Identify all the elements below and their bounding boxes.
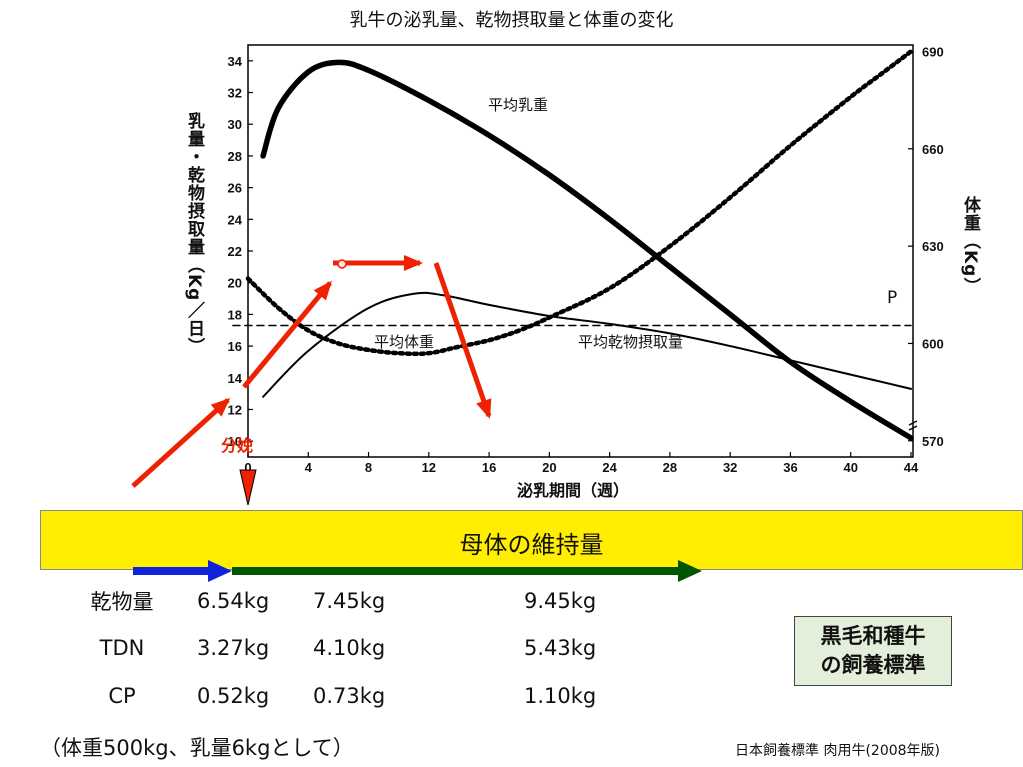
standard-note-box: 黒毛和種牛 の飼養標準 [794,616,952,686]
cell-tdn-1: 3.27kg [197,636,270,660]
blue-arrow-head [208,560,232,582]
maintenance-band [40,510,1023,570]
y-left-tick-label: 16 [228,339,242,354]
y-axis-right-label: 体重（Kg） [960,196,980,296]
cell-dm-1: 6.54kg [197,589,270,613]
source-citation: 日本飼養標準 肉用牛(2008年版) [735,743,941,759]
y-right-tick-label: 630 [922,239,944,254]
x-tick-label: 28 [663,460,677,475]
row-label-dm: 乾物量 [90,590,154,614]
note-line-1: 黒毛和種牛 [820,624,926,648]
x-tick-label: 24 [602,460,617,475]
series-label-p: P [887,288,898,308]
x-tick-label: 44 [904,460,919,475]
green-arrow-head [678,560,702,582]
y-left-tick-label: 10 [228,434,242,449]
x-tick-label: 16 [482,460,496,475]
y-left-tick-label: 26 [228,181,242,196]
x-tick-label: 20 [542,460,556,475]
y-left-tick-label: 30 [228,117,242,132]
red-arrow-1-head [210,397,231,417]
calving-marker-icon [239,469,257,506]
cell-cp-3: 1.10kg [524,684,597,708]
y-left-tick-label: 12 [228,402,242,417]
red-arrow-2-head [313,280,332,301]
cell-dm-2: 7.45kg [313,589,386,613]
cell-cp-1: 0.52kg [197,684,270,708]
red-dot-marker [337,259,347,269]
y-left-tick-label: 14 [228,371,243,386]
row-label-cp: CP [108,684,136,708]
cell-tdn-3: 5.43kg [524,636,597,660]
y-left-tick-label: 32 [228,86,242,101]
footnote: （体重500kg、乳量6kgとして） [40,736,354,760]
y-left-tick-label: 24 [228,212,243,227]
maintenance-band-label: 母体の維持量 [459,531,604,559]
x-tick-label: 0 [244,460,251,475]
series-label-dmi: 平均乾物摂取量 [578,333,684,351]
series-line-bodyweight [245,49,914,357]
y-left-tick-label: 34 [228,54,243,69]
note-line-2: の飼養標準 [820,653,926,677]
red-arrow-4-head [476,398,492,419]
y-left-tick-label: 22 [228,244,242,259]
cell-dm-3: 9.45kg [524,589,597,613]
cell-cp-2: 0.73kg [313,684,386,708]
axis-break-icon [908,420,918,431]
row-label-tdn: TDN [99,636,145,660]
red-arrow-4-shaft [433,262,492,417]
cell-tdn-2: 4.10kg [313,636,386,660]
y-left-tick-label: 18 [228,307,242,322]
red-arrow-1-shaft [131,398,230,488]
y-axis-left-label: 乳量・乾物摂取量（Kg／日） [184,112,204,356]
x-tick-label: 36 [783,460,797,475]
y-left-tick-label: 28 [228,149,242,164]
x-tick-label: 8 [365,460,372,475]
y-right-tick-label: 690 [922,44,944,59]
series-label-bodyweight: 平均体重 [374,333,435,351]
chart-title: 乳牛の泌乳量、乾物摂取量と体重の変化 [349,10,674,31]
x-tick-label: 40 [843,460,857,475]
x-tick-label: 4 [305,460,313,475]
y-right-tick-label: 570 [922,434,944,449]
x-axis-label: 泌乳期間（週） [517,481,630,500]
y-right-tick-label: 660 [922,142,944,157]
y-right-tick-label: 600 [922,336,944,351]
x-tick-label: 12 [422,460,436,475]
red-arrow-3-head [404,255,423,271]
series-label-milk: 平均乳重 [488,96,549,114]
calving-label: 分娩 [221,436,254,455]
y-left-tick-label: 20 [228,276,242,291]
x-tick-label: 32 [723,460,737,475]
red-arrow-2-shaft [242,281,332,389]
